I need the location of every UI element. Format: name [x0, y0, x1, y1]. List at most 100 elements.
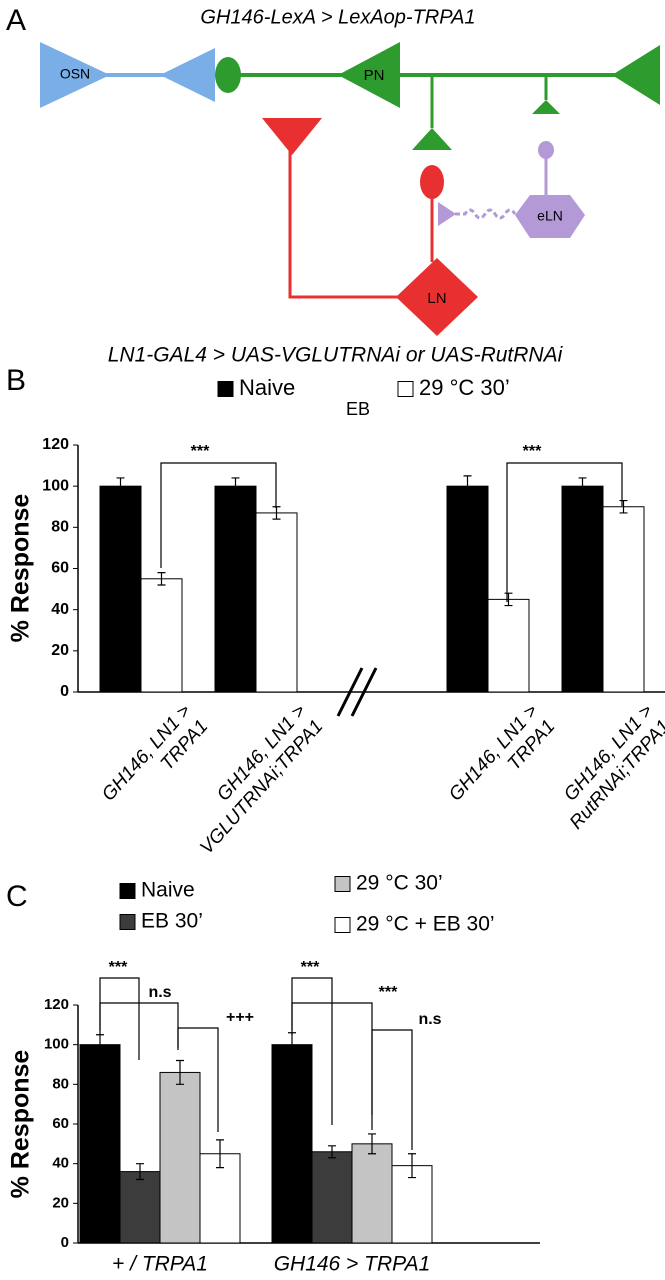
bar — [159, 1071, 201, 1244]
bar — [199, 1153, 241, 1244]
significance-label: n.s — [148, 984, 171, 1001]
significance-label: *** — [301, 959, 320, 976]
error-bar — [176, 1059, 184, 1085]
y-tick-label: 60 — [51, 560, 69, 577]
bar — [214, 485, 257, 693]
pn-soma — [338, 42, 400, 108]
bar — [351, 1143, 393, 1244]
legend-swatch — [334, 876, 351, 892]
error-bar — [216, 1139, 224, 1169]
significance-bracket — [177, 1027, 219, 1132]
diagram-title: GH146-LexA > LexAop-TRPA1 — [200, 6, 475, 28]
error-bar — [408, 1153, 416, 1179]
ln-terminal — [262, 118, 322, 155]
node-label: OSN — [60, 66, 90, 82]
node-label: PN — [364, 67, 385, 84]
ln-dendrite — [420, 165, 444, 199]
panel-label: A — [6, 4, 26, 37]
pn-terminal — [612, 45, 660, 105]
y-tick-label: 80 — [52, 1075, 69, 1092]
diagram: OSN PN LN eLN — [40, 42, 660, 336]
significance-label: *** — [379, 984, 398, 1001]
significance-bracket — [99, 1002, 179, 1050]
pn-synapse — [532, 100, 560, 114]
node-label: eLN — [537, 208, 563, 224]
y-tick-label: 80 — [51, 519, 69, 536]
error-bar — [231, 477, 240, 495]
significance-label: *** — [109, 959, 128, 976]
legend-swatch — [334, 917, 351, 933]
error-bar — [578, 477, 587, 495]
error-bar — [136, 1163, 144, 1181]
y-tick-label: 0 — [61, 1234, 69, 1251]
bar — [602, 506, 645, 693]
y-tick-label: 60 — [52, 1115, 69, 1132]
y-tick-label: 120 — [44, 996, 69, 1013]
y-tick-label: 40 — [51, 601, 69, 618]
legend-label: Naive — [141, 879, 195, 902]
error-bar — [504, 592, 513, 607]
x-tick-label: + / TRPA1 — [112, 1253, 208, 1276]
eln-axon — [455, 208, 517, 220]
panel-label: C — [6, 880, 28, 913]
legend-label: 29 °C + EB 30’ — [356, 913, 495, 936]
eln-synapse — [438, 202, 456, 226]
y-axis-label: % Response — [7, 494, 35, 643]
significance-label: *** — [191, 443, 210, 460]
error-bar — [368, 1133, 376, 1155]
significance-label: n.s — [418, 1011, 441, 1028]
significance-label: +++ — [226, 1009, 254, 1026]
error-bar — [463, 475, 472, 498]
bar — [140, 578, 183, 693]
legend-swatch — [397, 381, 414, 397]
legend-label: EB 30’ — [141, 910, 203, 933]
y-tick-label: 40 — [52, 1155, 69, 1172]
error-bar — [116, 477, 125, 495]
osn-terminal — [160, 48, 215, 102]
legend-label: 29 °C 30’ — [419, 375, 510, 400]
bar — [255, 512, 298, 693]
ln-soma — [396, 258, 478, 336]
significance-bracket — [506, 462, 623, 602]
chart-subtitle: EB — [346, 399, 370, 419]
legend-swatch — [217, 381, 234, 397]
node-label: LN — [427, 290, 446, 307]
ln-neurite — [288, 140, 415, 299]
significance-bracket — [160, 462, 277, 568]
bar — [119, 1171, 161, 1244]
y-tick-label: 20 — [52, 1194, 69, 1211]
error-bar — [328, 1145, 336, 1159]
y-tick-label: 20 — [51, 642, 69, 659]
x-tick-label: GH146 > TRPA1 — [274, 1253, 431, 1276]
legend-label: Naive — [239, 375, 295, 400]
eln-soma — [515, 195, 585, 238]
significance-label: *** — [523, 443, 542, 460]
y-tick-label: 100 — [44, 1036, 69, 1053]
bar — [561, 485, 604, 693]
bar — [311, 1151, 353, 1244]
osn-soma — [40, 42, 110, 108]
pn-synapse — [412, 128, 452, 150]
diagram-caption: LN1-GAL4 > UAS-VGLUTRNAi or UAS-RutRNAi — [108, 344, 564, 367]
legend-swatch — [119, 883, 136, 899]
y-tick-label: 0 — [60, 683, 69, 700]
bar — [79, 1044, 121, 1244]
y-axis-label: % Response — [7, 1050, 35, 1199]
error-bar — [619, 499, 628, 514]
bar — [391, 1165, 433, 1244]
eln-terminal — [538, 141, 554, 159]
pn-dendrite — [215, 57, 241, 93]
bar — [271, 1044, 313, 1244]
panel-label: B — [6, 364, 26, 397]
legend-label: 29 °C 30’ — [356, 872, 443, 895]
y-tick-label: 100 — [42, 477, 69, 494]
y-tick-label: 120 — [42, 436, 69, 453]
legend-swatch — [119, 914, 136, 930]
error-bar — [157, 572, 166, 586]
bar — [446, 485, 489, 693]
bar — [99, 485, 142, 693]
bar — [487, 598, 530, 693]
significance-bracket — [371, 1029, 413, 1150]
